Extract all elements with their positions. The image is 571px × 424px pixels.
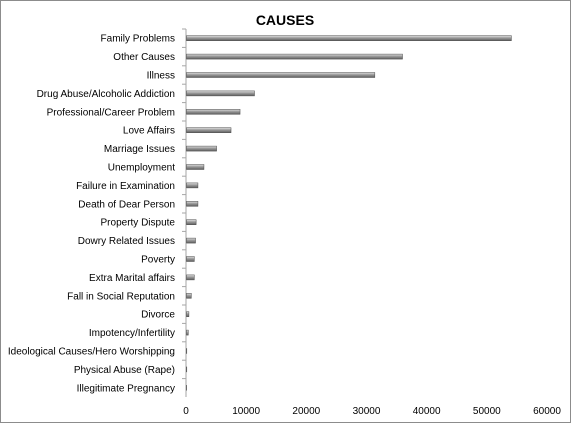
bar	[187, 330, 189, 335]
category-label: Illness	[147, 71, 175, 82]
category-label: Physical Abuse (Rape)	[74, 365, 175, 376]
category-label: Death of Dear Person	[78, 199, 175, 210]
bar	[187, 146, 217, 151]
bar	[187, 183, 198, 188]
category-label: Extra Marital affairs	[89, 273, 175, 284]
category-label: Other Causes	[113, 52, 175, 63]
category-label: Professional/Career Problem	[47, 107, 175, 118]
x-tick-label: 50000	[473, 406, 501, 417]
category-label: Impotency/Infertility	[89, 328, 175, 339]
bar	[187, 257, 195, 262]
bar	[187, 275, 195, 280]
bar	[187, 91, 255, 96]
bar	[187, 128, 232, 133]
category-label: Illegitimate Pregnancy	[77, 383, 175, 394]
x-tick-label: 0	[183, 406, 189, 417]
category-label: Failure in Examination	[76, 181, 175, 192]
bar	[187, 109, 241, 114]
category-label: Ideological Causes/Hero Worshipping	[8, 347, 175, 358]
x-tick-label: 60000	[533, 406, 561, 417]
category-label: Divorce	[141, 310, 175, 321]
x-tick-label: 40000	[413, 406, 441, 417]
bar	[187, 220, 197, 225]
bar	[187, 36, 512, 41]
category-label: Unemployment	[108, 163, 175, 174]
category-label: Marriage Issues	[104, 144, 175, 155]
x-tick-label: 30000	[353, 406, 381, 417]
chart-title: CAUSES	[256, 12, 314, 28]
bar	[187, 73, 375, 78]
bar	[187, 54, 403, 59]
plot-area: Family Problems Other Causes Illness Drug A…	[8, 29, 561, 417]
bar	[187, 293, 192, 298]
x-tick-label: 20000	[292, 406, 320, 417]
category-label: Poverty	[141, 255, 175, 266]
x-tick-label: 10000	[232, 406, 260, 417]
bar	[187, 201, 198, 206]
category-label: Drug Abuse/Alcoholic Addiction	[37, 89, 175, 100]
bar	[187, 312, 189, 317]
category-label: Love Affairs	[123, 126, 175, 137]
bar	[187, 165, 204, 170]
category-label: Property Dispute	[101, 218, 176, 229]
category-label: Family Problems	[101, 34, 175, 45]
bar	[187, 238, 196, 243]
category-label: Fall in Social Reputation	[67, 291, 175, 302]
category-label: Dowry Related Issues	[78, 236, 175, 247]
